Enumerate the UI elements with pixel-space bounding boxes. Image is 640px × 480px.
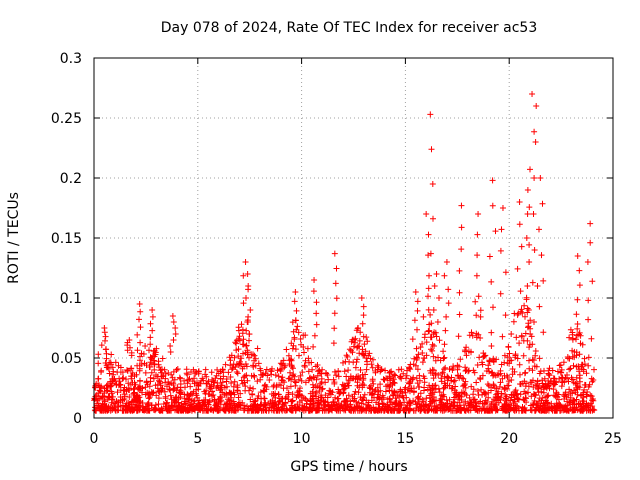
data-point xyxy=(423,211,430,217)
data-points xyxy=(91,91,598,414)
data-point xyxy=(533,103,540,109)
chart-title: Day 078 of 2024, Rate Of TEC Index for r… xyxy=(161,20,537,36)
spike-cluster xyxy=(523,211,534,337)
spike-cluster xyxy=(441,272,452,348)
y-tick-label: 0.1 xyxy=(60,291,82,307)
data-point xyxy=(489,177,496,184)
spike-cluster xyxy=(289,298,300,352)
data-point xyxy=(587,220,594,227)
data-point xyxy=(574,253,581,259)
spike-cluster xyxy=(584,239,596,342)
data-point xyxy=(331,250,338,257)
data-point xyxy=(244,271,251,277)
spike-cluster xyxy=(409,298,421,352)
spike-cluster xyxy=(486,202,499,336)
x-axis-ticks: 0 5 10 15 20 25 xyxy=(90,58,622,447)
spike-cluster xyxy=(239,272,252,348)
spike-cluster xyxy=(455,224,465,340)
data-point xyxy=(524,187,531,193)
spike-cluster xyxy=(514,221,525,339)
spike-cluster xyxy=(573,267,584,347)
spike-cluster xyxy=(473,231,484,341)
spike-cluster xyxy=(167,319,179,355)
spike-cluster xyxy=(430,283,442,349)
data-point xyxy=(412,289,419,295)
x-tick-label: 5 xyxy=(193,431,202,447)
y-tick-label: 0.05 xyxy=(51,351,82,367)
spike-cluster xyxy=(530,139,541,325)
x-tick-label: 20 xyxy=(500,431,518,447)
data-point xyxy=(499,205,506,211)
data-point xyxy=(458,202,465,209)
data-point xyxy=(169,313,176,319)
x-tick-label: 0 xyxy=(90,431,99,447)
data-point xyxy=(516,199,523,205)
data-point xyxy=(537,175,544,181)
x-tick-label: 15 xyxy=(396,431,414,447)
data-point xyxy=(475,211,482,217)
x-axis-label: GPS time / hours xyxy=(290,459,407,475)
spike-cluster xyxy=(147,313,157,355)
spike-cluster xyxy=(536,200,547,336)
data-point xyxy=(427,111,434,118)
spike-cluster xyxy=(420,231,432,341)
data-point xyxy=(149,307,156,313)
spike-cluster xyxy=(356,303,367,353)
data-point xyxy=(136,301,143,307)
y-tick-label: 0.15 xyxy=(51,231,82,247)
data-point xyxy=(292,289,299,295)
spike-cluster xyxy=(134,308,144,354)
spike-cluster xyxy=(330,265,340,347)
data-point xyxy=(443,259,450,265)
y-axis-ticks: 0 0.05 0.1 0.15 0.2 0.25 0.3 xyxy=(51,51,613,427)
spike-cluster xyxy=(243,283,254,349)
data-point xyxy=(311,277,318,283)
x-tick-label: 25 xyxy=(604,431,622,447)
spike-cluster xyxy=(124,339,135,359)
spike-cluster xyxy=(526,128,538,324)
x-tick-label: 10 xyxy=(293,431,311,447)
data-point xyxy=(433,271,440,277)
spike-cluster xyxy=(497,226,509,340)
y-axis-label: ROTI / TECUs xyxy=(6,192,22,284)
data-point xyxy=(358,295,365,301)
data-point xyxy=(529,91,536,97)
y-tick-label: 0 xyxy=(73,411,82,427)
y-tick-label: 0.25 xyxy=(51,111,82,127)
y-tick-label: 0.2 xyxy=(60,171,82,187)
spike-cluster xyxy=(310,288,320,350)
spike-cluster xyxy=(98,329,110,357)
data-point xyxy=(242,259,249,265)
y-tick-label: 0.3 xyxy=(60,51,82,67)
spike-cluster xyxy=(425,146,436,327)
background-points xyxy=(91,294,598,414)
